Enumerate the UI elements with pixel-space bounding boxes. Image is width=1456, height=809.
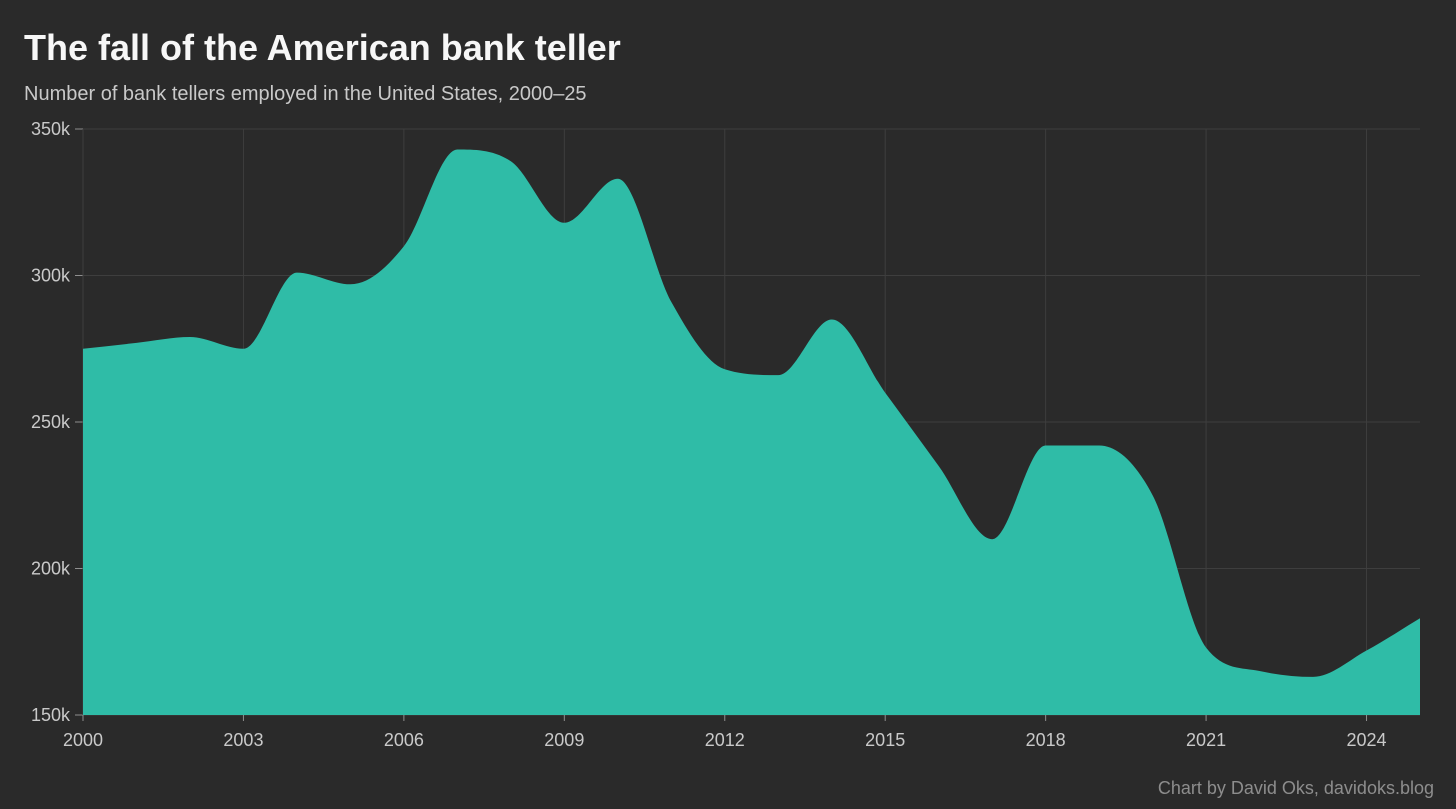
x-tick-label: 2015 — [865, 730, 905, 750]
page-title: The fall of the American bank teller — [24, 27, 621, 68]
y-tick-label: 150k — [31, 705, 71, 725]
x-tick-label: 2000 — [63, 730, 103, 750]
area-series — [83, 149, 1420, 715]
y-tick-label: 350k — [31, 119, 71, 139]
x-tick-label: 2018 — [1026, 730, 1066, 750]
x-tick-label: 2006 — [384, 730, 424, 750]
y-tick-label: 200k — [31, 559, 71, 579]
attribution: Chart by David Oks, davidoks.blog — [1157, 778, 1434, 798]
y-tick-label: 250k — [31, 412, 71, 432]
x-tick-label: 2012 — [705, 730, 745, 750]
page-subtitle: Number of bank tellers employed in the U… — [24, 83, 587, 105]
x-tick-label: 2009 — [544, 730, 584, 750]
x-tick-label: 2021 — [1186, 730, 1226, 750]
y-tick-label: 300k — [31, 266, 71, 286]
x-tick-label: 2024 — [1346, 730, 1386, 750]
x-tick-label: 2003 — [223, 730, 263, 750]
